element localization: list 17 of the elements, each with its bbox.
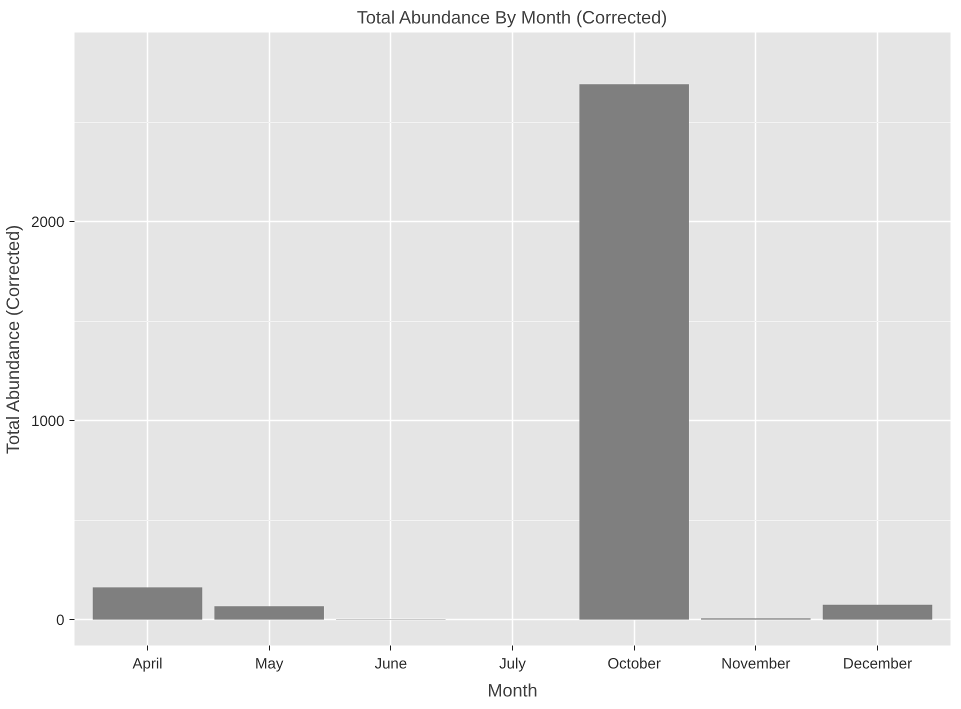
- x-tick-label: July: [499, 656, 526, 672]
- y-tick-label: 0: [56, 612, 64, 630]
- x-tick-label: April: [132, 656, 163, 672]
- x-tick-label: December: [842, 656, 912, 672]
- x-axis-title: Month: [487, 680, 538, 700]
- x-tick-label: October: [607, 656, 661, 672]
- y-tick-label: 1000: [31, 413, 65, 430]
- bar: [579, 84, 689, 620]
- bar: [822, 604, 932, 620]
- bar: [214, 606, 324, 620]
- bar: [92, 587, 202, 620]
- y-axis-title: Total Abundance (Corrected): [3, 224, 24, 454]
- x-tick-label: May: [255, 656, 284, 672]
- chart-title: Total Abundance By Month (Corrected): [356, 8, 668, 28]
- x-tick-label: November: [721, 656, 790, 672]
- y-tick-label: 2000: [31, 214, 65, 232]
- x-tick-label: June: [374, 656, 408, 672]
